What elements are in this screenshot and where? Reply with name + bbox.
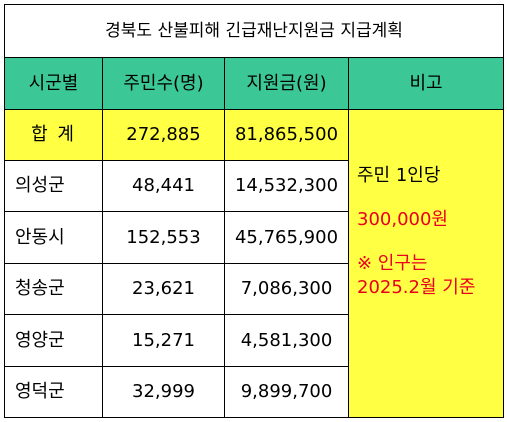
residents-count: 152,553	[102, 211, 225, 264]
residents-count: 23,621	[102, 262, 225, 316]
support-amount: 45,765,900	[224, 211, 349, 264]
support-amount: 4,581,300	[224, 314, 349, 367]
table-row: 영덕군 32,999 9,899,700	[4, 365, 504, 419]
support-plan-table: 경북도 산불피해 긴급재난지원금 지급계획 시군별 주민수(명) 지원금(원) …	[3, 3, 505, 419]
region-name: 안동시	[4, 211, 103, 264]
table-title: 경북도 산불피해 긴급재난지원금 지급계획	[3, 3, 505, 59]
note-per-person: 주민 1인당	[357, 164, 441, 186]
region-name: 영양군	[4, 314, 103, 367]
support-amount: 7,086,300	[224, 262, 349, 316]
note-amount: 300,000원	[357, 208, 448, 230]
table-row: 영양군 15,271 4,581,300	[4, 314, 504, 367]
residents-count: 15,271	[102, 314, 225, 367]
support-amount: 9,899,700	[224, 365, 349, 419]
total-label: 합 계	[4, 108, 103, 162]
total-residents: 272,885	[102, 108, 225, 162]
total-amount: 81,865,500	[224, 108, 349, 162]
note-population-basis: ※ 인구는	[357, 252, 428, 274]
total-row: 합 계 272,885 81,865,500 주민 1인당 300,000원 ※…	[4, 108, 505, 419]
header-amount: 지원금(원)	[224, 57, 349, 110]
residents-count: 32,999	[102, 365, 225, 419]
header-remarks: 비고	[347, 57, 505, 110]
header-residents: 주민수(명)	[102, 57, 225, 110]
table-row: 안동시 152,553 45,765,900	[4, 211, 504, 264]
note-reference-date: 2025.2월 기준	[357, 276, 476, 298]
remarks-cell: 주민 1인당 300,000원 ※ 인구는 2025.2월 기준	[347, 108, 505, 419]
table-row: 의성군 48,441 14,532,300	[4, 160, 504, 213]
region-name: 의성군	[4, 160, 103, 213]
residents-count: 48,441	[102, 160, 225, 213]
header-region: 시군별	[4, 57, 103, 110]
region-name: 영덕군	[4, 365, 103, 419]
support-plan-table-frame: 경북도 산불피해 긴급재난지원금 지급계획 시군별 주민수(명) 지원금(원) …	[3, 3, 505, 419]
region-name: 청송군	[4, 262, 103, 316]
support-amount: 14,532,300	[224, 160, 349, 213]
table-row: 청송군 23,621 7,086,300	[4, 262, 504, 316]
